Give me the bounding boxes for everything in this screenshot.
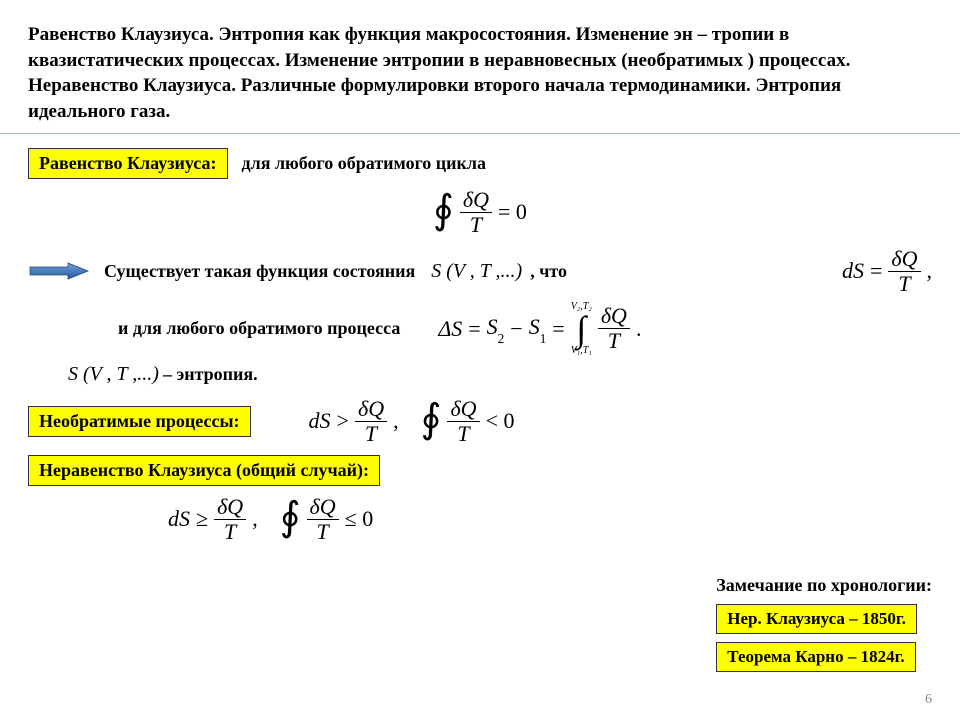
page-number: 6	[925, 692, 932, 708]
frac-den-5: T	[454, 422, 472, 445]
label-irreversible: Необратимые процессы:	[28, 406, 251, 437]
state-fn-2: S (V , T ,...)	[68, 363, 159, 386]
frac-num-3: δQ	[598, 305, 630, 329]
label-equality: Равенство Клаузиуса:	[28, 148, 228, 179]
formula-irrev: dS > δQ T , ∮ δQ T < 0	[309, 398, 515, 445]
arrow-icon	[28, 262, 90, 280]
sub1: 1	[540, 331, 547, 346]
s2: S	[487, 314, 498, 339]
sub2: 2	[498, 331, 505, 346]
delta-s: ΔS	[438, 316, 462, 342]
comma-3: ,	[252, 506, 258, 532]
oint-3: ∮	[280, 497, 301, 537]
frac-num-4: δQ	[355, 398, 387, 422]
frac-den: T	[467, 213, 485, 236]
oint-symbol: ∮	[433, 190, 454, 230]
dot-1: .	[636, 316, 642, 342]
row-any-reversible: и для любого обратимого процесса ΔS = S2…	[118, 303, 932, 355]
frac-num-7: δQ	[307, 496, 339, 520]
note-clausius: Нер. Клаузиуса – 1850г.	[716, 604, 917, 634]
comma-2: ,	[393, 408, 399, 434]
label-inequality: Неравенство Клаузиуса (общий случай):	[28, 455, 380, 486]
row-inequality: Неравенство Клаузиуса (общий случай):	[28, 455, 932, 486]
eq1: =	[468, 316, 480, 342]
frac-num-2: δQ	[888, 248, 920, 272]
frac-num-6: δQ	[214, 496, 246, 520]
ds2: dS	[309, 408, 331, 434]
oint-2: ∮	[421, 399, 442, 439]
note-title: Замечание по хронологии:	[716, 575, 932, 596]
row-equality: Равенство Клаузиуса: для любого обратимо…	[28, 148, 932, 179]
exists-text: Существует такая функция состояния	[104, 261, 415, 282]
formula-delta-s: ΔS = S2 − S1 = V₂,T₂ ∫ V₁,T₁ δQ T .	[438, 303, 641, 355]
formula-general: dS ≥ δQ T , ∮ δQ T ≤ 0	[168, 496, 932, 543]
note-carnot: Теорема Карно – 1824г.	[716, 642, 915, 672]
formula-ds-eq: dS = δQ T ,	[842, 248, 932, 295]
s1: S	[529, 314, 540, 339]
slide-title: Равенство Клаузиуса. Энтропия как функци…	[28, 22, 932, 125]
lt0: < 0	[486, 408, 515, 434]
title-divider	[0, 133, 960, 134]
frac-num: δQ	[460, 189, 492, 213]
chronology-box: Замечание по хронологии: Нер. Клаузиуса …	[716, 575, 932, 672]
desc-equality: для любого обратимого цикла	[242, 153, 487, 174]
formula-clausius-eq: ∮ δQ T = 0	[28, 189, 932, 236]
and-text: и для любого обратимого процесса	[118, 318, 400, 339]
that-text: , что	[530, 261, 567, 282]
comma-1: ,	[927, 258, 933, 284]
eq-zero: = 0	[498, 199, 527, 225]
row-exists-fn: Существует такая функция состояния S (V …	[28, 248, 932, 295]
int-symbol: ∫	[576, 311, 586, 347]
frac-den-4: T	[362, 422, 380, 445]
row-irreversible: Необратимые процессы: dS > δQ T , ∮ δQ T…	[28, 398, 932, 445]
frac-den-3: T	[605, 329, 623, 352]
gt: >	[337, 408, 349, 434]
frac-den-2: T	[895, 272, 913, 295]
ge: ≥	[196, 506, 208, 532]
ds: dS	[842, 258, 864, 284]
row-entropy-def: S (V , T ,...) – энтропия.	[68, 363, 932, 386]
frac-den-6: T	[221, 520, 239, 543]
ds3: dS	[168, 506, 190, 532]
eq-sign: =	[870, 258, 882, 284]
minus: −	[510, 316, 522, 342]
frac-den-7: T	[313, 520, 331, 543]
entropy-def: – энтропия.	[163, 364, 258, 384]
eq2: =	[552, 316, 564, 342]
frac-num-5: δQ	[447, 398, 479, 422]
le0: ≤ 0	[345, 506, 374, 532]
state-fn-1: S (V , T ,...)	[431, 260, 522, 283]
